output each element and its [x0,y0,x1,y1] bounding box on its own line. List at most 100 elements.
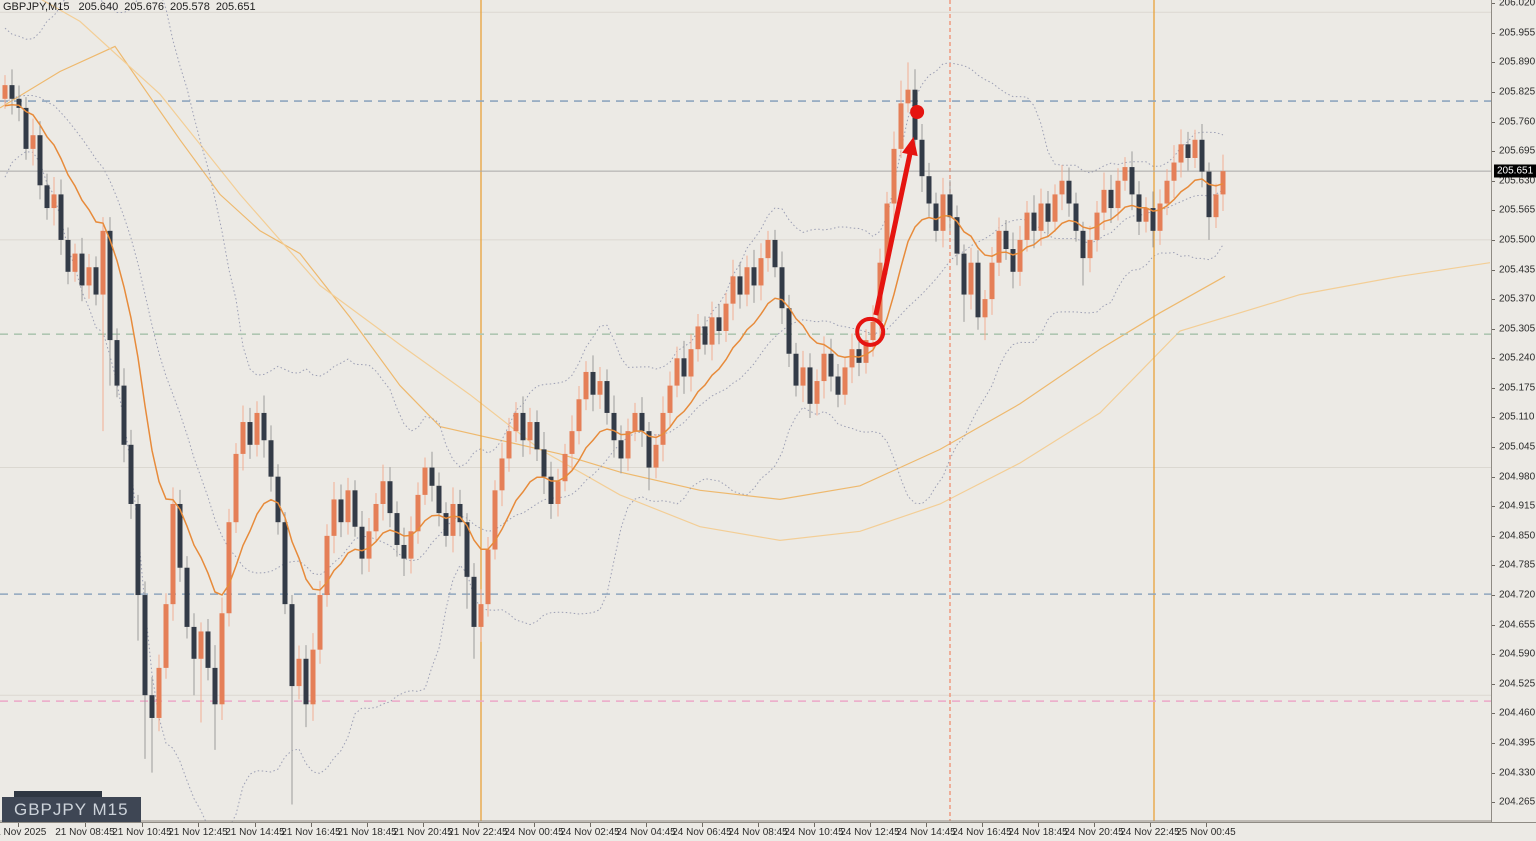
candle-bull [863,340,869,363]
candle-bear [1066,180,1072,204]
candle-bull [2,85,8,99]
time-axis-tick [1206,823,1207,827]
candle-bear [520,412,526,441]
price-axis-tick [1492,624,1495,626]
candle-bull [905,89,911,104]
candle-bull [1178,144,1184,163]
time-axis-tick [1150,823,1151,827]
candle-bull [1143,208,1149,222]
candle-bull [625,431,631,459]
candle-bull [506,431,512,459]
candle-bear [387,481,393,514]
candle-bear [93,267,99,295]
price-axis-label: 204.460 [1499,707,1536,719]
time-axis-tick [926,823,927,827]
price-axis-label: 205.565 [1499,204,1536,216]
candle-bull [688,349,694,377]
candle-bull [100,230,106,295]
price-axis-label: 204.980 [1499,471,1536,483]
candle-bear [604,381,610,413]
candle-bull [870,321,876,341]
candle-bear [1206,171,1212,218]
price-axis-label: 205.110 [1499,411,1535,423]
candle-bear [443,513,449,536]
time-axis-label: 24 Nov 18:45 [1008,827,1068,838]
candle-bull [842,367,848,395]
time-axis-tick [1094,823,1095,827]
candle-bear [191,626,197,659]
price-axis-label: 204.720 [1499,589,1536,601]
candle-bull [499,458,505,491]
time-axis-label: 21 Nov 08:45 [55,827,115,838]
price-axis-tick [1492,358,1495,360]
time-axis-label: 24 Nov 16:45 [952,827,1012,838]
time-axis-tick [142,823,143,827]
candle-bull [1059,180,1065,195]
time-axis-label: 24 Nov 12:45 [840,827,900,838]
candle-bear [352,490,358,527]
time-axis-label: 25 Nov 00:45 [1176,827,1236,838]
candle-bull [821,353,827,382]
buy-arrow-annotation [873,146,914,316]
time-axis-tick [423,823,424,827]
candle-bull [891,148,897,204]
price-axis-label: 205.435 [1499,264,1536,276]
time-axis-label: 24 Nov 02:45 [560,827,620,838]
price-axis-label: 204.850 [1499,530,1536,542]
candle-bull [1164,180,1170,204]
price-axis-tick [1492,32,1495,34]
candle-bull [1052,194,1058,222]
candle-bear [457,503,463,523]
price-axis-label: 204.655 [1499,619,1536,631]
candle-bear [772,239,778,268]
candle-bull [72,253,78,272]
slow-ma-1 [0,45,1226,501]
ohlc-high: 205.676 [124,1,165,13]
candle-bear [338,499,344,523]
candle-bear [534,422,540,450]
candle-bull [156,667,162,718]
candle-bull [345,490,351,523]
ohlc-close: 205.651 [215,1,256,13]
candle-bull [492,490,498,550]
candle-bull [849,349,855,368]
candle-bear [737,276,743,295]
candle-bear [464,522,470,577]
candle-bull [765,239,771,259]
candle-bear [37,135,43,186]
price-axis-tick [1492,506,1495,508]
candle-bear [135,503,141,596]
candle-bear [919,139,925,177]
price-axis-tick [1492,447,1495,449]
candle-bear [1010,249,1016,272]
ohlc-open: 205.640 [78,1,119,13]
price-axis-label: 205.500 [1499,234,1536,246]
candle-bear [1185,144,1191,158]
price-axis[interactable]: 205.651 206.020 205.955 205.890 205.825 205.… [1491,0,1536,822]
price-axis-label: 205.370 [1499,293,1536,305]
price-axis-tick [1492,269,1495,271]
candle-bear [541,449,547,477]
candle-bull [373,503,379,532]
price-axis-tick [1492,535,1495,537]
candle-bear [548,476,554,504]
candle-bear [261,412,267,441]
candle-bull [408,531,414,559]
candle-bear [23,107,29,149]
time-axis-tick [198,823,199,827]
candle-bull [163,604,169,668]
candle-bull [667,385,673,413]
candle-bull [968,262,974,295]
candle-bull [555,481,561,504]
candle-bull [1115,180,1121,209]
candle-bull [324,535,330,596]
time-axis-tick [814,823,815,827]
candle-bear [1108,189,1114,209]
symbol-period-label: GBPJPY,M15 [3,1,70,13]
time-axis-label: 24 Nov 10:45 [784,827,844,838]
time-axis-label: 24 Nov 20:45 [1064,827,1124,838]
candle-bear [639,412,645,432]
candle-bear [359,526,365,559]
